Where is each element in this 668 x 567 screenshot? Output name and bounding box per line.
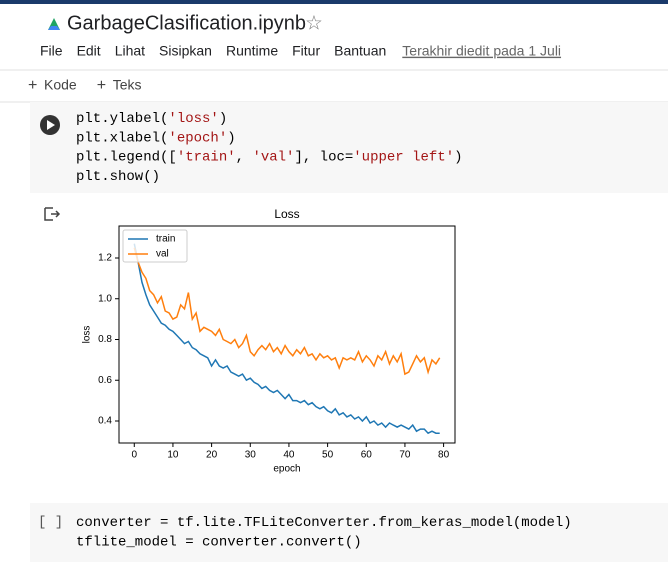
code-token: 'val' [252, 149, 294, 165]
run-icon [47, 120, 55, 130]
code-cell[interactable] [30, 503, 668, 562]
code-token: plt.xlabel( [76, 130, 168, 146]
code-token: ) [219, 111, 227, 127]
code-token: ) [227, 130, 235, 146]
line-series [133, 247, 441, 376]
code-token: plt.legend([ [76, 149, 177, 165]
legend-label: val [156, 249, 169, 260]
x-tick-label: 60 [361, 450, 373, 461]
menu-item[interactable]: Lihat [115, 43, 145, 59]
y-tick-label: 1.0 [98, 293, 112, 304]
code-cell[interactable] [30, 102, 668, 193]
x-axis-label: epoch [273, 464, 300, 475]
legend-label: train [156, 234, 175, 245]
code-token: plt.show() [76, 169, 160, 185]
code-line: tflite_model = converter.convert() [76, 534, 362, 550]
code-token: ) [454, 149, 462, 165]
line-series [133, 243, 440, 435]
code-token: 'epoch' [168, 130, 227, 146]
menu-item[interactable]: Bantuan [334, 43, 386, 59]
code-token: 'loss' [168, 111, 218, 127]
toolbar-button[interactable]: Teks [113, 77, 142, 93]
code-token: , [236, 149, 253, 165]
toolbar-button[interactable]: Kode [44, 77, 77, 93]
menu-item[interactable]: Sisipkan [159, 43, 212, 59]
plus-icon: + [28, 77, 37, 94]
x-tick-label: 0 [131, 450, 137, 461]
code-token: tflite_model = converter.convert() [76, 534, 362, 550]
last-edited[interactable]: Terakhir diedit pada 1 Juli [402, 43, 561, 59]
legend-box [122, 229, 188, 263]
code-token: ], loc= [294, 149, 353, 165]
code-line: plt.ylabel('loss') [76, 111, 227, 127]
plot-frame [118, 225, 456, 444]
chart-title: Loss [274, 207, 299, 221]
x-tick-label: 20 [206, 450, 218, 461]
star-icon[interactable]: ☆ [305, 12, 323, 34]
code-token: plt.ylabel( [76, 111, 168, 127]
code-line: plt.xlabel('epoch') [76, 130, 236, 146]
output-icon[interactable] [44, 207, 61, 221]
menu-item[interactable]: File [40, 43, 63, 59]
x-tick-label: 50 [322, 450, 334, 461]
top-bar [0, 0, 668, 4]
x-tick-label: 30 [245, 450, 257, 461]
x-tick-label: 80 [438, 450, 450, 461]
x-tick-label: 40 [283, 450, 295, 461]
code-token: converter = tf.lite.TFLiteConverter.from… [76, 515, 572, 531]
y-tick-label: 0.8 [98, 334, 112, 345]
code-line: plt.show() [76, 169, 160, 185]
x-tick-label: 70 [399, 450, 411, 461]
y-tick-label: 0.6 [98, 375, 112, 386]
menu-item[interactable]: Edit [77, 43, 101, 59]
menu-item[interactable]: Fitur [292, 43, 320, 59]
menu-item[interactable]: Runtime [226, 43, 278, 59]
code-token: 'train' [177, 149, 236, 165]
x-tick-label: 10 [167, 450, 179, 461]
plus-icon: + [97, 77, 106, 94]
cell-prompt: [ ] [38, 515, 63, 531]
y-axis-label: loss [82, 326, 93, 344]
notebook-title[interactable]: GarbageClasification.ipynb [67, 12, 306, 34]
code-token: 'upper left' [353, 149, 454, 165]
y-tick-label: 1.2 [98, 253, 112, 264]
drive-icon-part [48, 26, 60, 30]
code-line: plt.legend(['train', 'val'], loc='upper … [76, 149, 463, 165]
code-line: converter = tf.lite.TFLiteConverter.from… [76, 515, 572, 531]
y-tick-label: 0.4 [98, 416, 112, 427]
